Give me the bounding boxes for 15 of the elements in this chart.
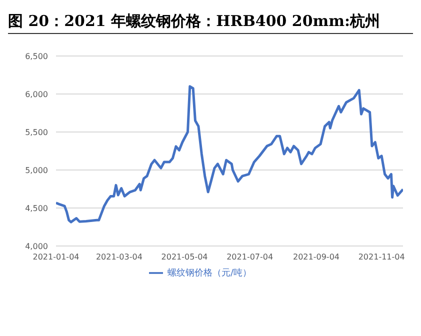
y-tick-label: 4,500 bbox=[25, 204, 48, 213]
y-tick-label: 4,000 bbox=[25, 242, 48, 251]
legend-label: 螺纹钢价格（元/吨） bbox=[167, 268, 252, 278]
x-tick-label: 2021-09-04 bbox=[293, 252, 340, 262]
y-tick-label: 5,500 bbox=[25, 128, 48, 137]
x-tick-label: 2021-03-04 bbox=[96, 252, 142, 262]
x-tick-label: 2021-11-04 bbox=[358, 252, 405, 262]
x-tick-label: 2021-07-04 bbox=[226, 252, 274, 262]
y-tick-label: 6,500 bbox=[25, 52, 48, 61]
y-tick-label: 6,000 bbox=[25, 90, 48, 99]
chart-title: 图 20：2021 年螺纹钢价格：HRB400 20mm:杭州 bbox=[8, 8, 413, 34]
y-tick-label: 5,000 bbox=[25, 166, 48, 175]
line-series bbox=[56, 85, 403, 224]
x-tick-label: 2021-01-04 bbox=[32, 252, 80, 262]
x-tick-label: 2021-05-04 bbox=[161, 252, 208, 262]
